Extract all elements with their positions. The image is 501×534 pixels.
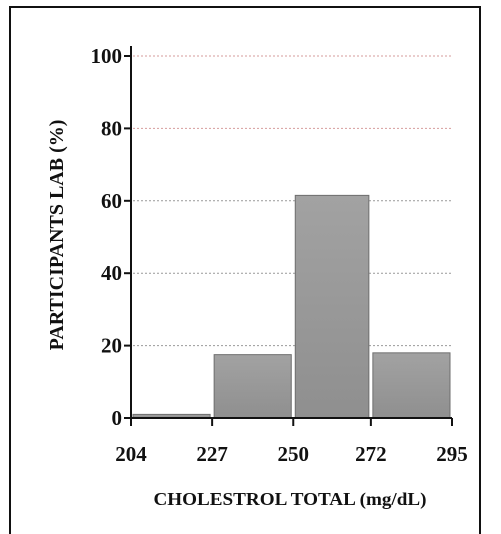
y-axis-label: PARTICIPANTS LAB (%) bbox=[46, 120, 68, 351]
x-tick-label: 295 bbox=[436, 442, 468, 466]
x-tick-label: 250 bbox=[278, 442, 310, 466]
bar-250-272 bbox=[294, 194, 370, 419]
bar-227-250 bbox=[213, 354, 292, 419]
tick-labels: 0 20 40 60 80 100 204 227 250 272 295 bbox=[91, 44, 468, 466]
x-tick-label: 272 bbox=[355, 442, 387, 466]
y-tick-label: 0 bbox=[112, 406, 123, 430]
y-tick-label: 20 bbox=[101, 334, 122, 358]
y-tick-label: 40 bbox=[101, 261, 122, 285]
x-tick-label: 204 bbox=[115, 442, 147, 466]
y-tick-label: 80 bbox=[101, 116, 122, 140]
gridlines bbox=[133, 55, 452, 347]
figure-frame bbox=[9, 6, 481, 534]
bar-272-295 bbox=[372, 352, 451, 419]
bars bbox=[132, 194, 451, 419]
x-tick-label: 227 bbox=[196, 442, 228, 466]
x-axis-label: CHOLESTROL TOTAL (mg/dL) bbox=[154, 489, 427, 510]
axes bbox=[124, 46, 453, 426]
y-tick-label: 100 bbox=[91, 44, 123, 68]
y-tick-label: 60 bbox=[101, 189, 122, 213]
